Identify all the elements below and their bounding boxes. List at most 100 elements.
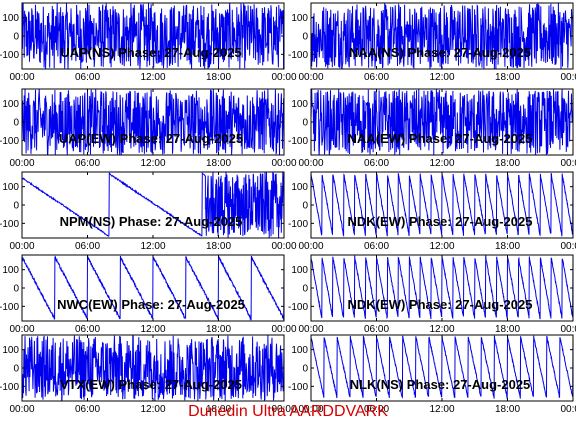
x-tick-label: 00:00	[271, 241, 296, 252]
x-tick-label: 18:00	[206, 404, 231, 415]
x-tick-label: 06:00	[364, 241, 389, 252]
x-tick-label: 12:00	[140, 158, 165, 169]
chart-panel: 100 0 -100 00:00 06:00 12:00 18:00 00:00 NDK(EW)…	[288, 254, 576, 335]
x-tick-label: 18:00	[495, 158, 520, 169]
x-tick-label: 06:00	[364, 404, 389, 415]
x-tick-label: 18:00	[206, 158, 231, 169]
y-tick-label: -100	[0, 50, 19, 61]
x-tick-label: 06:00	[75, 158, 100, 169]
chart-panel: 100 0 -100 00:00 06:00 12:00 18:00 00:00 NPM(NS)…	[0, 171, 297, 252]
x-tick-label: 06:00	[364, 72, 389, 83]
y-tick-label: 100	[291, 99, 308, 110]
x-tick-label: 12:00	[140, 72, 165, 83]
chart-panel: 100 0 -100 00:00 06:00 12:00 18:00 00:00 NAA(NS)…	[288, 2, 576, 83]
x-tick-label: 06:00	[364, 324, 389, 335]
y-tick-label: 0	[13, 364, 19, 375]
x-tick-label: 00:00	[298, 72, 323, 83]
x-tick-label: 00:00	[560, 241, 576, 252]
y-tick-label: -100	[0, 302, 19, 313]
x-tick-label: 00:00	[9, 72, 34, 83]
x-tick-label: 00:00	[271, 404, 296, 415]
chart-panel: 100 0 -100 00:00 06:00 12:00 18:00 00:00 NAA(EW)…	[288, 88, 576, 169]
x-tick-label: 00:00	[9, 324, 34, 335]
x-tick-label: 12:00	[429, 404, 454, 415]
chart-panel: 100 0 -100 00:00 06:00 12:00 18:00 00:00 UAP(EW)…	[0, 88, 297, 169]
y-tick-label: 0	[302, 118, 308, 129]
chart-title: NAA(EW) Phase: 27-Aug-2025	[348, 131, 533, 146]
x-tick-label: 00:00	[9, 158, 34, 169]
x-tick-label: 12:00	[429, 324, 454, 335]
x-tick-label: 18:00	[206, 72, 231, 83]
chart-panel: 100 0 -100 00:00 06:00 12:00 18:00 00:00 NLK(NS)…	[288, 334, 576, 415]
chart-title: NPM(NS) Phase: 27-Aug-2025	[60, 214, 243, 229]
footer-label: Dunedin Ultra AARDDVARK	[188, 403, 388, 420]
x-tick-label: 00:00	[298, 324, 323, 335]
y-tick-label: 0	[13, 284, 19, 295]
x-tick-label: 00:00	[298, 158, 323, 169]
x-tick-label: 00:00	[298, 404, 323, 415]
x-tick-label: 18:00	[206, 324, 231, 335]
phase-series-line	[22, 3, 284, 69]
x-tick-label: 06:00	[364, 158, 389, 169]
x-tick-label: 00:00	[560, 72, 576, 83]
x-tick-label: 12:00	[140, 404, 165, 415]
y-tick-label: 100	[2, 345, 19, 356]
y-tick-label: 0	[302, 201, 308, 212]
x-tick-label: 18:00	[495, 72, 520, 83]
x-tick-label: 18:00	[495, 241, 520, 252]
y-tick-label: 100	[2, 13, 19, 24]
y-tick-label: 0	[13, 118, 19, 129]
x-tick-label: 18:00	[495, 324, 520, 335]
y-tick-label: 0	[13, 201, 19, 212]
chart-panel: 100 0 -100 00:00 06:00 12:00 18:00 00:00 UAP(NS)…	[0, 2, 297, 83]
x-tick-label: 00:00	[560, 324, 576, 335]
x-tick-label: 00:00	[560, 158, 576, 169]
x-tick-label: 06:00	[75, 72, 100, 83]
y-tick-label: 0	[302, 32, 308, 43]
y-tick-label: 100	[291, 182, 308, 193]
chart-title: UAP(EW) Phase: 27-Aug-2025	[59, 131, 243, 146]
chart-title: UAP(NS) Phase: 27-Aug-2025	[60, 45, 241, 60]
x-tick-label: 12:00	[429, 72, 454, 83]
chart-title: NDK(EW) Phase: 27-Aug-2025	[348, 297, 533, 312]
x-tick-label: 00:00	[9, 404, 34, 415]
phase-series-line	[22, 335, 284, 401]
x-tick-label: 00:00	[271, 324, 296, 335]
y-tick-label: -100	[0, 136, 19, 147]
chart-title: NWC(EW) Phase: 27-Aug-2025	[57, 297, 245, 312]
y-tick-label: 100	[2, 99, 19, 110]
chart-panel: 100 0 -100 00:00 06:00 12:00 18:00 00:00 NDK(EW)…	[288, 171, 576, 252]
y-tick-label: -100	[288, 136, 308, 147]
y-tick-label: 100	[2, 265, 19, 276]
y-tick-label: 100	[2, 182, 19, 193]
y-tick-label: -100	[0, 382, 19, 393]
y-tick-label: 100	[291, 345, 308, 356]
chart-panel: 100 0 -100 00:00 06:00 12:00 18:00 00:00 VTX(EW)…	[0, 334, 297, 415]
y-tick-label: 100	[291, 13, 308, 24]
chart-title: VTX(EW) Phase: 27-Aug-2025	[60, 377, 242, 392]
x-tick-label: 12:00	[429, 241, 454, 252]
y-tick-label: 0	[13, 32, 19, 43]
x-tick-label: 00:00	[560, 404, 576, 415]
x-tick-label: 12:00	[140, 241, 165, 252]
y-tick-label: -100	[288, 50, 308, 61]
x-tick-label: 00:00	[271, 158, 296, 169]
y-tick-label: -100	[0, 219, 19, 230]
y-tick-label: 0	[302, 284, 308, 295]
y-tick-label: -100	[288, 382, 308, 393]
phase-series-line	[22, 172, 284, 238]
y-tick-label: -100	[288, 302, 308, 313]
x-tick-label: 18:00	[495, 404, 520, 415]
x-tick-label: 12:00	[140, 324, 165, 335]
y-tick-label: -100	[288, 219, 308, 230]
x-tick-label: 06:00	[75, 404, 100, 415]
chart-title: NDK(EW) Phase: 27-Aug-2025	[348, 214, 533, 229]
x-tick-label: 06:00	[75, 324, 100, 335]
x-tick-label: 18:00	[206, 241, 231, 252]
y-tick-label: 100	[291, 265, 308, 276]
chart-panel: 100 0 -100 00:00 06:00 12:00 18:00 00:00 NWC(EW)…	[0, 254, 297, 335]
chart-title: NAA(NS) Phase: 27-Aug-2025	[349, 45, 531, 60]
x-tick-label: 06:00	[75, 241, 100, 252]
x-tick-label: 00:00	[271, 72, 296, 83]
